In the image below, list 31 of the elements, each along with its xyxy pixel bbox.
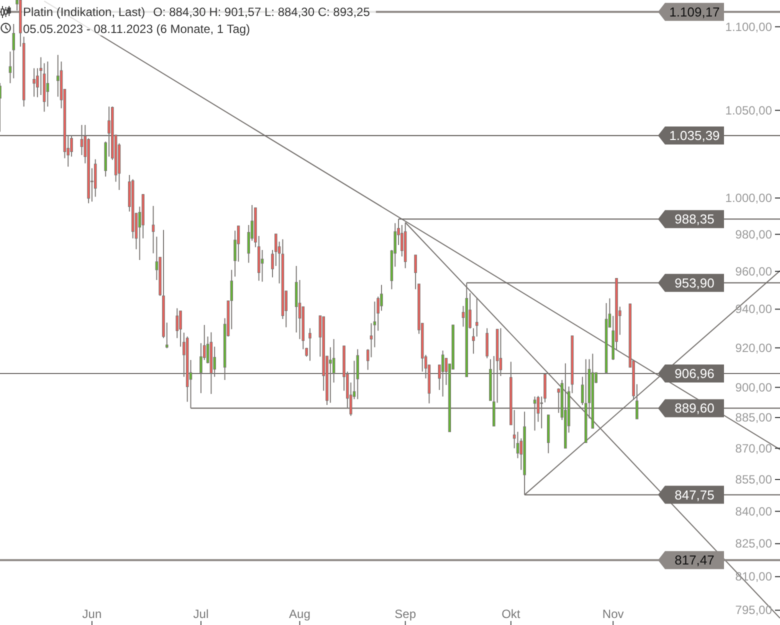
series-label: 953,90 (674, 275, 714, 290)
x-tick-label: Okt (502, 607, 521, 621)
y-tick-label: 870,00 (735, 441, 772, 456)
y-tick-label: 980,00 (735, 227, 772, 242)
x-tick-label: Jul (193, 607, 209, 621)
y-tick-label: 920,00 (735, 340, 772, 355)
chart-title: Platin (Indikation, Last) (23, 5, 146, 19)
y-tick-label: 1.050,00 (725, 103, 772, 118)
series-label: 889,60 (674, 400, 714, 416)
y-tick-label: 840,00 (735, 504, 772, 518)
y-tick-label: 825,00 (735, 536, 772, 551)
x-tick-label: Sep (394, 607, 416, 621)
annotation: O: 884,30 H: 901,57 L: 884,30 C: 893,25 (153, 5, 370, 19)
y-tick-label: 795,00 (735, 603, 772, 618)
x-tick-label: Jun (82, 607, 102, 621)
series-label: 988,35 (674, 212, 714, 227)
ref-line-label: 1.109,17 (669, 4, 720, 20)
y-tick-label: 885,00 (735, 410, 772, 425)
x-tick-label: Nov (602, 607, 624, 621)
y-tick-label: 940,00 (735, 302, 772, 316)
ref-line-label: 906,96 (674, 366, 714, 381)
y-tick-label: 855,00 (735, 472, 772, 487)
ref-line-label: 817,47 (674, 552, 714, 568)
y-tick-label: 1.100,00 (725, 20, 772, 34)
y-tick-label: 960,00 (735, 264, 772, 278)
series-label: 847,75 (674, 487, 714, 502)
x-tick-label: Aug (289, 607, 310, 621)
text: 05.05.2023 - 08.11.2023 (6 Monate, 1 Tag) (23, 22, 250, 36)
ref-line-label: 1.035,39 (669, 128, 720, 144)
y-tick-label: 900,00 (735, 380, 772, 394)
y-tick-label: 1.000,00 (725, 191, 772, 206)
